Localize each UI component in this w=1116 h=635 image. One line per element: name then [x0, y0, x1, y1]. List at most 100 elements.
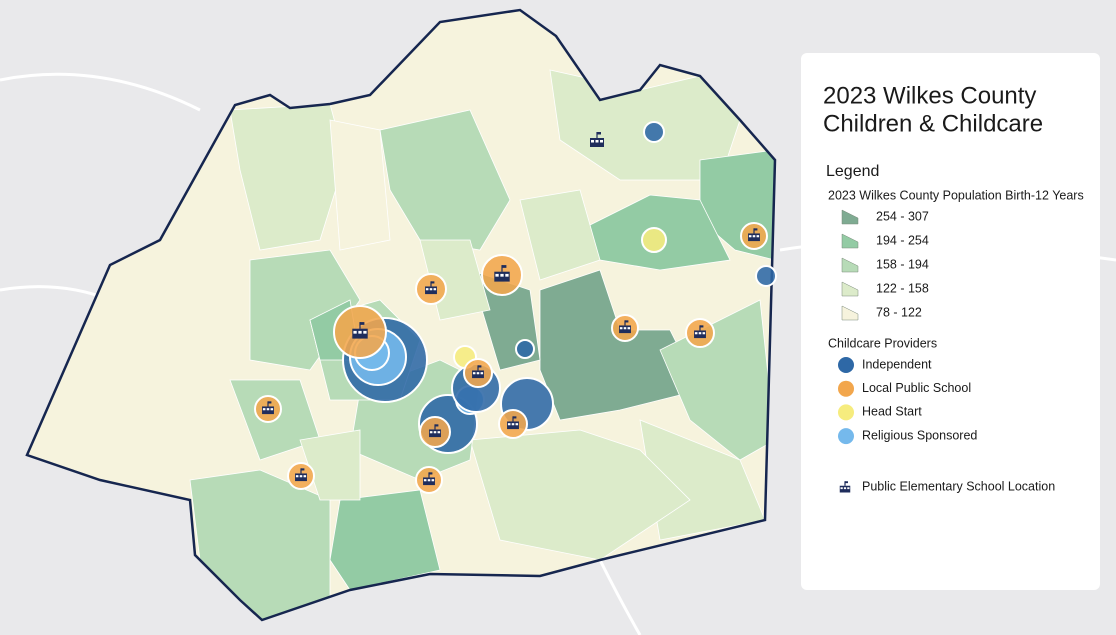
school-flag — [429, 472, 433, 475]
legend-swatch — [841, 305, 859, 321]
school-window — [756, 235, 760, 238]
school-window — [495, 273, 499, 277]
school-flag — [431, 281, 435, 284]
school-icon — [352, 328, 368, 339]
school-window — [511, 423, 515, 426]
school-window — [353, 330, 357, 334]
school-window — [752, 235, 756, 238]
school-flag — [478, 365, 482, 368]
legend-panel — [801, 53, 1100, 590]
school-window — [431, 479, 435, 482]
school-window — [437, 431, 441, 434]
school-flag — [301, 468, 305, 471]
school-icon — [295, 473, 307, 482]
legend-label: 122 - 158 — [876, 281, 929, 295]
school-flag — [625, 320, 629, 323]
legend-label: Head Start — [862, 405, 922, 419]
school-icon — [472, 370, 484, 379]
school-window — [619, 327, 623, 330]
legend-symbol — [838, 380, 854, 397]
legend-label: 194 - 254 — [876, 233, 929, 247]
legend-symbol — [838, 357, 854, 373]
school-icon — [262, 406, 274, 415]
school-window — [623, 327, 627, 330]
school-icon — [694, 330, 706, 339]
map-title: 2023 Wilkes County — [823, 82, 1036, 109]
school-window — [429, 288, 433, 291]
school-window — [595, 140, 599, 143]
school-window — [425, 288, 429, 291]
school-window — [515, 423, 519, 426]
provider-marker — [755, 265, 777, 287]
legend-swatch — [841, 281, 859, 297]
school-flag — [268, 401, 272, 404]
school-window — [270, 408, 274, 411]
school-icon — [429, 429, 441, 438]
legend-label: 158 - 194 — [876, 257, 929, 271]
school-window — [295, 475, 299, 478]
school-window — [476, 372, 480, 375]
legend-symbol — [838, 428, 854, 445]
school-window — [748, 235, 752, 238]
provider-markers — [254, 121, 777, 494]
school-window — [303, 475, 307, 478]
provider-marker — [641, 227, 667, 253]
legend-label: Local Public School — [862, 381, 971, 395]
school-window — [363, 330, 367, 334]
school-window — [472, 372, 476, 375]
school-window — [358, 330, 362, 334]
school-window — [847, 487, 850, 490]
legend-swatch — [841, 209, 859, 225]
school-window — [266, 408, 270, 411]
legend-label: 78 - 122 — [876, 305, 922, 319]
school-icon — [494, 271, 510, 282]
school-window — [427, 479, 431, 482]
school-window — [840, 487, 843, 490]
school-flag — [360, 322, 365, 325]
region — [519, 189, 601, 281]
school-window — [262, 408, 266, 411]
school-window — [299, 475, 303, 478]
school-icon — [619, 325, 631, 334]
school-window — [698, 332, 702, 335]
school-flag — [502, 265, 507, 268]
school-window — [433, 288, 437, 291]
school-flag — [597, 132, 601, 135]
school-window — [423, 479, 427, 482]
school-window — [694, 332, 698, 335]
provider-marker — [643, 121, 665, 143]
county-outline — [25, 8, 777, 622]
school-flag — [513, 416, 517, 419]
legend-swatch — [841, 233, 859, 249]
legend-label: Public Elementary School Location — [862, 479, 1055, 493]
school-flag — [845, 481, 848, 484]
school-window — [591, 140, 594, 143]
legend-label: Independent — [862, 357, 932, 371]
legend-subtitle: Childcare Providers — [828, 336, 937, 350]
legend-symbol — [838, 404, 854, 421]
school-window — [429, 431, 433, 434]
school-window — [480, 372, 484, 375]
school-flag — [435, 424, 439, 427]
school-flag — [754, 228, 758, 231]
region — [329, 119, 391, 251]
school-window — [600, 140, 603, 143]
legend-subtitle: 2023 Wilkes County Population Birth-12 Y… — [828, 188, 1084, 202]
map-title: Children & Childcare — [823, 110, 1043, 137]
school-icon — [507, 421, 519, 430]
school-window — [433, 431, 437, 434]
school-window — [843, 487, 847, 490]
legend-label: Religious Sponsored — [862, 428, 977, 442]
legend-label: 254 - 307 — [876, 209, 929, 223]
legend: 254 - 307 194 - 254 158 - 194 122 - 158 78 -… — [838, 209, 1055, 493]
school-flag — [700, 325, 704, 328]
school-window — [627, 327, 631, 330]
provider-marker — [515, 339, 535, 359]
school-window — [507, 423, 511, 426]
school-window — [500, 273, 504, 277]
school-window — [702, 332, 706, 335]
region — [379, 109, 511, 251]
legend-swatch — [841, 257, 859, 273]
